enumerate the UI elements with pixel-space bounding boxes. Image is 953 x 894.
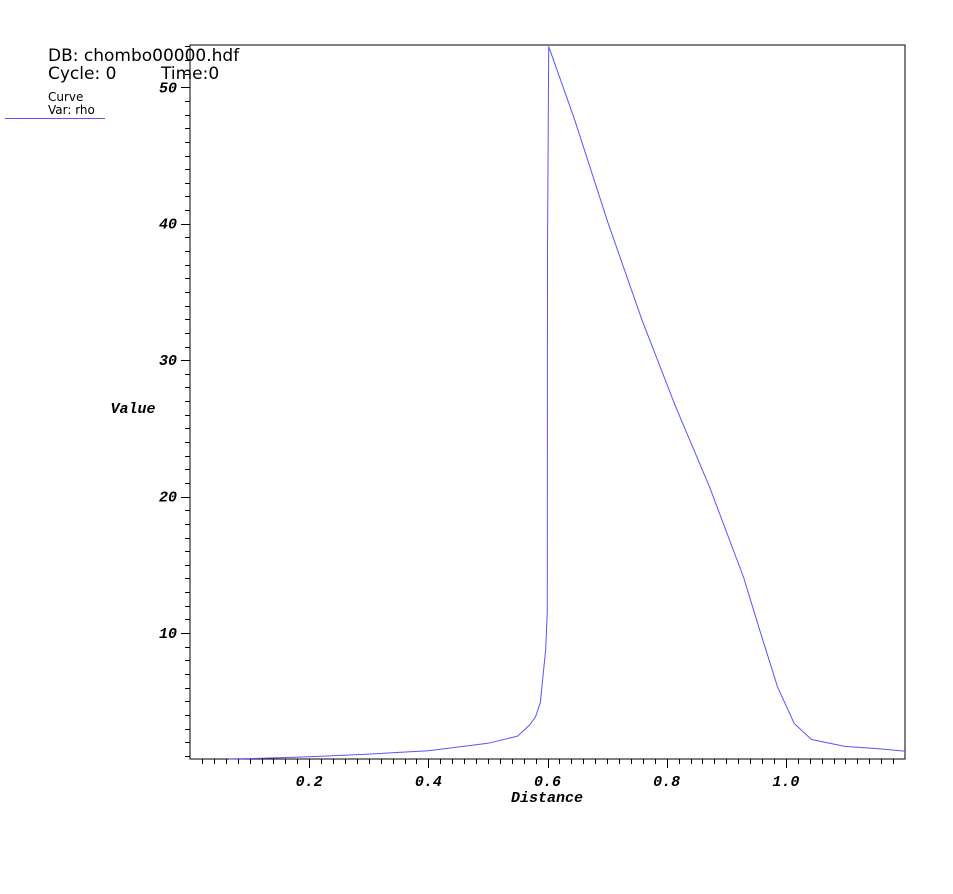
x-tick-label: 0.4: [415, 774, 442, 791]
y-tick-label: 30: [159, 353, 177, 370]
y-tick-label: 20: [159, 490, 177, 507]
y-tick-label: 10: [159, 626, 177, 643]
database-label: DB: chombo00000.hdf: [48, 46, 240, 66]
y-tick-label: 40: [159, 217, 177, 234]
x-tick-label: 0.2: [296, 774, 323, 791]
x-axis-label: Distance: [511, 790, 583, 807]
legend-var: Var: rho: [48, 103, 95, 117]
series-line-rho: [228, 46, 906, 760]
plot-frame: [189, 44, 906, 760]
x-tick-label: 1.0: [772, 774, 799, 791]
cycle-label: Cycle: 0: [48, 64, 117, 84]
legend-title: Curve: [48, 90, 84, 104]
y-axis-label: Value: [110, 401, 155, 418]
legend-line-swatch: [5, 118, 105, 119]
x-tick-label: 0.8: [653, 774, 680, 791]
y-tick-label: 50: [159, 80, 177, 97]
x-tick-label: 0.6: [534, 774, 561, 791]
axis-ticks: [181, 46, 894, 768]
